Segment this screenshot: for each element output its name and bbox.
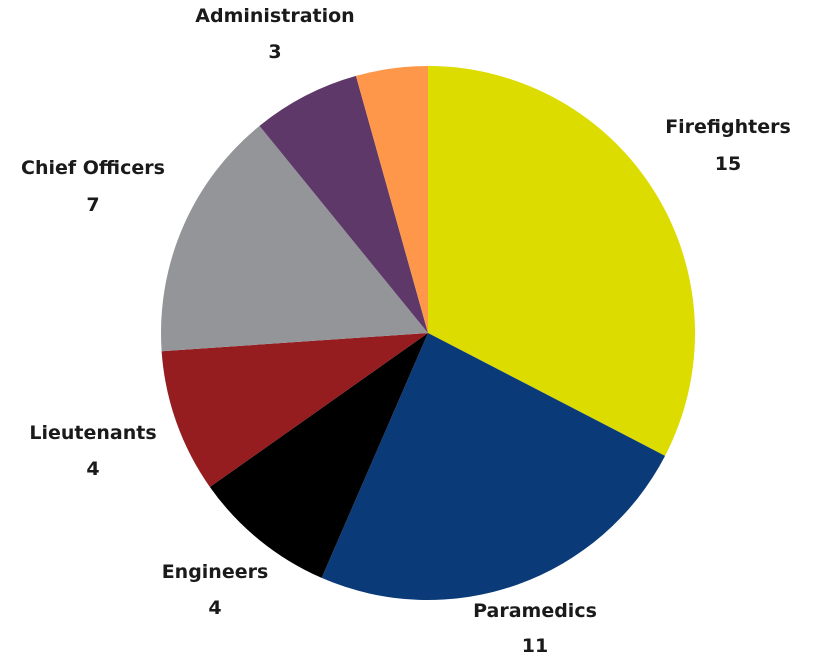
pie-slice-lieutenants — [161, 333, 428, 487]
pie-slice-paramedics — [321, 333, 666, 601]
slice-value-administration: 3 — [268, 41, 281, 63]
slice-value-firefighters: 15 — [715, 153, 741, 175]
slice-value-chief-officers: 7 — [86, 194, 99, 216]
pie-slices — [160, 66, 696, 601]
pie-slice-firefighters — [428, 66, 696, 456]
slice-label-chief-officers: Chief Officers — [21, 157, 165, 179]
slice-value-engineers: 4 — [208, 597, 221, 619]
slice-label-paramedics: Paramedics — [473, 600, 597, 622]
slice-label-administration: Administration — [195, 5, 354, 27]
pie-slice-unlabeled — [355, 66, 428, 333]
pie-slice-chief-officers — [160, 125, 428, 352]
slice-label-engineers: Engineers — [162, 561, 269, 583]
slice-value-lieutenants: 4 — [86, 458, 99, 480]
slice-label-firefighters: Firefighters — [665, 116, 791, 138]
slice-value-paramedics: 11 — [522, 635, 548, 657]
pie-slice-engineers — [209, 333, 428, 578]
slice-label-lieutenants: Lieutenants — [29, 422, 156, 444]
pie-labels: Firefighters 15 Paramedics 11 Engineers 4 Lieu… — [21, 5, 791, 657]
pie-slice-administration — [259, 75, 428, 334]
